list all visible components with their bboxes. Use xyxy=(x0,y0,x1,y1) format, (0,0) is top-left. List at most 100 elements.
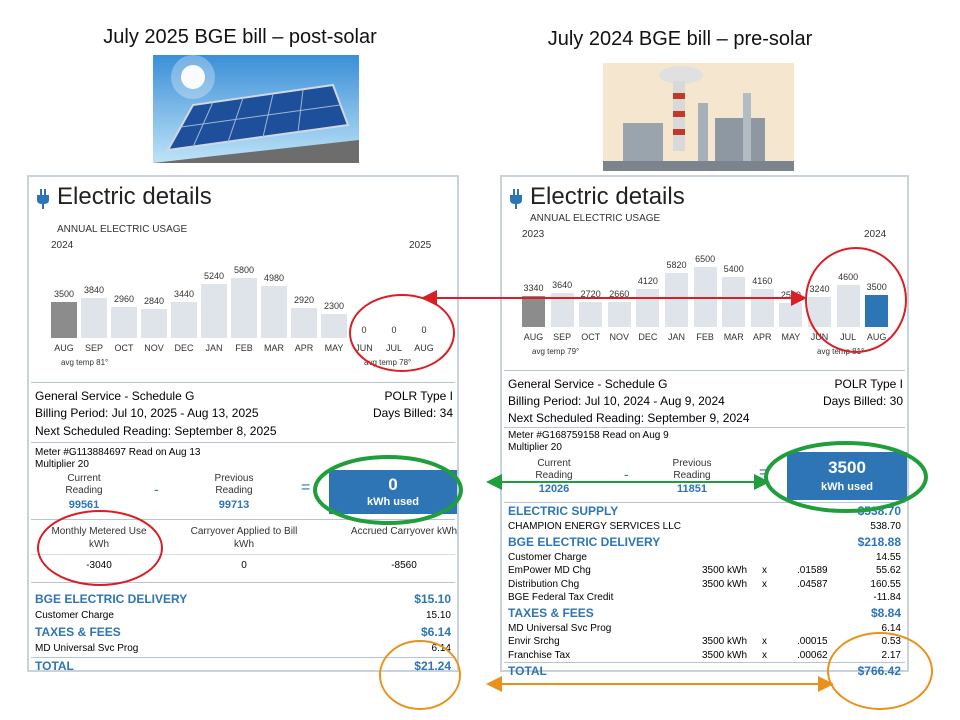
month-label: OCT xyxy=(114,343,134,353)
total-label: TOTAL xyxy=(35,659,74,673)
section-label: ELECTRIC SUPPLY xyxy=(508,504,619,518)
charge-label: MD Universal Svc Prog xyxy=(508,622,612,634)
month-label: DEC xyxy=(174,343,194,353)
billing-period: Billing Period: Jul 10, 2025 - Aug 13, 2… xyxy=(35,406,259,420)
right-heading: July 2024 BGE bill – pre-solar xyxy=(547,28,813,50)
kwh-used-box: 0 kWh used xyxy=(329,470,457,514)
charge-rate: .00062 xyxy=(797,649,828,661)
panel-title: Electric details xyxy=(530,183,685,210)
temp-label: avg temp 81° xyxy=(817,347,865,356)
section-label: BGE ELECTRIC DELIVERY xyxy=(35,592,188,606)
bar-value-label: 0 xyxy=(421,325,427,335)
next-reading: Next Scheduled Reading: September 8, 202… xyxy=(35,424,277,438)
bar xyxy=(722,277,746,327)
month-label: AUG xyxy=(414,343,434,353)
bar-value-label: 2920 xyxy=(293,294,315,305)
year-label: 2024 xyxy=(51,240,74,251)
bar xyxy=(665,273,688,327)
kwh-used: 0 xyxy=(388,475,398,495)
separator xyxy=(31,442,455,443)
month-label: SEP xyxy=(84,343,103,353)
separator xyxy=(504,427,905,428)
charge-quantity: 3500 kWh xyxy=(702,578,748,590)
service-schedule: General Service - Schedule G xyxy=(508,377,668,391)
bar-value-label: 2720 xyxy=(580,288,601,299)
charge-times: x xyxy=(762,636,767,647)
charge-quantity: 3500 kWh xyxy=(702,565,748,576)
kwh-used: 3500 xyxy=(828,457,866,477)
charge-amount: 14.55 xyxy=(875,551,901,563)
temp-label: avg temp 78° xyxy=(364,358,412,367)
charge-amount: 6.14 xyxy=(881,622,901,634)
left-heading: July 2025 BGE bill – post-solar xyxy=(103,26,377,48)
charge-rate: .01589 xyxy=(797,565,828,576)
bar xyxy=(171,302,197,338)
plug-icon-glyph xyxy=(37,189,49,209)
total-amount: $766.42 xyxy=(857,664,901,678)
separator xyxy=(31,519,455,520)
bar-value-label: 5240 xyxy=(203,270,225,281)
month-label: APR xyxy=(294,343,314,353)
month-label: AUG xyxy=(54,343,74,353)
carryover-value: -8560 xyxy=(391,560,417,571)
service-polr: POLR Type I xyxy=(384,389,453,403)
bar xyxy=(141,308,167,338)
days-billed: Days Billed: 34 xyxy=(372,406,453,420)
total-amount: $21.24 xyxy=(414,659,451,673)
bar-value-label: 4600 xyxy=(838,271,859,282)
chart-title: ANNUAL ELECTRIC USAGE xyxy=(57,224,188,235)
section-amount: $15.10 xyxy=(414,592,451,606)
bar-value-label: 3640 xyxy=(552,280,573,291)
bar xyxy=(81,298,107,338)
section-label: BGE ELECTRIC DELIVERY xyxy=(508,534,661,549)
month-label: JUL xyxy=(840,332,857,342)
month-label: MAR xyxy=(723,332,744,342)
charge-rate: .04587 xyxy=(797,578,828,590)
month-label: OCT xyxy=(581,332,601,342)
separator xyxy=(504,370,905,371)
plug-icon xyxy=(37,189,49,209)
total-label: TOTAL xyxy=(508,664,547,678)
bar xyxy=(231,278,257,338)
bar xyxy=(291,307,317,338)
charge-amount: 0.53 xyxy=(881,636,901,647)
year-label: 2024 xyxy=(864,229,887,240)
carryover-header: Accrued Carryover kWh xyxy=(350,526,458,537)
separator xyxy=(31,657,455,658)
charge-amount: 6.14 xyxy=(431,643,451,654)
bar xyxy=(261,286,287,338)
charge-label: CHAMPION ENERGY SERVICES LLC xyxy=(508,521,682,532)
bar-value-label: 6500 xyxy=(695,254,716,264)
bar-value-label: 3500 xyxy=(866,281,887,292)
previous-reading-label: Previous Reading xyxy=(214,473,254,496)
billing-period: Billing Period: Jul 10, 2024 - Aug 9, 20… xyxy=(508,394,725,408)
separator xyxy=(31,382,455,383)
bar xyxy=(550,293,574,327)
bar xyxy=(779,303,803,327)
charge-amount: 55.62 xyxy=(875,565,901,576)
bar-value-label: 5820 xyxy=(666,260,687,271)
month-label: AUG xyxy=(866,332,887,342)
bill-panel: Electric details ANNUAL ELECTRIC USAGE 202… xyxy=(27,175,459,673)
month-label: JUN xyxy=(810,332,829,342)
bar-value-label: 5800 xyxy=(233,265,255,275)
service-schedule: General Service - Schedule G xyxy=(35,389,195,403)
month-label: SEP xyxy=(553,332,572,342)
current-reading: 99561 xyxy=(68,499,100,511)
bar xyxy=(522,296,545,327)
bar xyxy=(636,288,660,327)
charge-amount: -11.84 xyxy=(873,592,901,603)
charge-label: Distribution Chg xyxy=(508,578,580,590)
minus-sign: - xyxy=(624,466,629,482)
panel-title: Electric details xyxy=(57,183,212,210)
bar xyxy=(808,297,831,327)
section-label: TAXES & FEES xyxy=(508,605,594,620)
charge-amount: 538.70 xyxy=(870,521,901,532)
carryover-header: Monthly Metered Use kWh xyxy=(51,526,147,550)
current-reading-label: Current Reading xyxy=(65,473,103,496)
next-reading: Next Scheduled Reading: September 9, 202… xyxy=(508,411,750,425)
bar xyxy=(201,283,227,338)
minus-sign: - xyxy=(154,481,159,497)
charge-times: x xyxy=(762,649,767,661)
chart-title: ANNUAL ELECTRIC USAGE xyxy=(530,213,661,224)
